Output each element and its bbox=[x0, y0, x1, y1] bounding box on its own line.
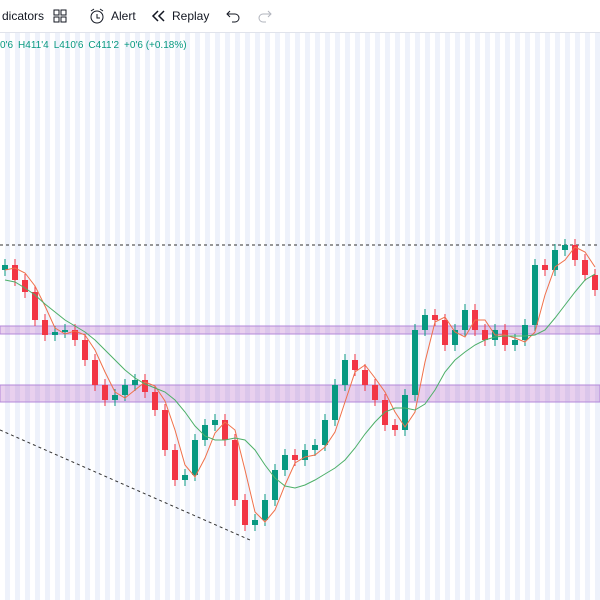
zone bbox=[0, 325, 600, 335]
candle-body bbox=[522, 325, 528, 340]
candle-body bbox=[32, 292, 38, 320]
candle-body bbox=[452, 330, 458, 345]
replay-button[interactable]: Replay bbox=[172, 9, 210, 23]
candle-body bbox=[312, 445, 318, 450]
alert-icon[interactable] bbox=[88, 7, 106, 25]
candle-body bbox=[122, 385, 128, 395]
candle-body bbox=[132, 380, 138, 385]
candle-body bbox=[232, 440, 238, 500]
candle-body bbox=[202, 425, 208, 440]
candle-body bbox=[542, 265, 548, 270]
candle-body bbox=[172, 450, 178, 480]
candle-body bbox=[322, 420, 328, 445]
moving-average bbox=[4, 246, 596, 523]
candle-body bbox=[512, 340, 518, 345]
candle-body bbox=[392, 425, 398, 430]
ohlc-legend: 0'6 H411'4 L410'6 C411'2 +0'6 (+0.18%) bbox=[0, 40, 192, 51]
candle-body bbox=[272, 470, 278, 500]
indicators-button[interactable]: dicators bbox=[2, 9, 45, 23]
redo-icon[interactable] bbox=[256, 9, 272, 23]
candle-body bbox=[532, 265, 538, 325]
toolbar: dicators Alert Replay bbox=[0, 0, 600, 33]
candle-body bbox=[302, 450, 308, 460]
candle-body bbox=[562, 245, 568, 250]
ohlc-close: C411'2 bbox=[88, 40, 120, 51]
zone bbox=[0, 384, 600, 403]
candle-body bbox=[112, 395, 118, 400]
candle-body bbox=[192, 440, 198, 475]
chart bbox=[0, 33, 600, 600]
candle-body bbox=[292, 455, 298, 460]
ohlc-change: +0'6 (+0.18%) bbox=[124, 40, 187, 51]
candle-body bbox=[42, 320, 48, 335]
candle-body bbox=[442, 320, 448, 345]
ohlc-high: H411'4 bbox=[18, 40, 49, 51]
candle-body bbox=[502, 330, 508, 345]
candle-body bbox=[582, 260, 588, 275]
candle-body bbox=[552, 250, 558, 270]
candle-body bbox=[62, 330, 68, 332]
ohlc-open: 0'6 bbox=[0, 40, 14, 51]
candle-body bbox=[212, 420, 218, 425]
candle-body bbox=[162, 410, 168, 450]
candle-body bbox=[282, 455, 288, 470]
candle-body bbox=[182, 475, 188, 480]
candle-body bbox=[482, 330, 488, 340]
ohlc-low: L410'6 bbox=[53, 40, 84, 51]
layout-icon[interactable] bbox=[53, 9, 67, 23]
candle-body bbox=[12, 265, 18, 280]
candle-body bbox=[22, 280, 28, 292]
candle-body bbox=[242, 500, 248, 525]
candle-body bbox=[402, 395, 408, 430]
candle-body bbox=[152, 392, 158, 410]
alert-button[interactable]: Alert bbox=[111, 9, 136, 23]
candle-body bbox=[142, 380, 148, 392]
candle-body bbox=[222, 420, 228, 440]
undo-icon[interactable] bbox=[226, 9, 242, 23]
moving-average bbox=[4, 273, 596, 489]
candle-body bbox=[412, 330, 418, 395]
candle-body bbox=[342, 360, 348, 385]
candle-body bbox=[72, 330, 78, 340]
candle-body bbox=[252, 520, 258, 525]
candle-body bbox=[2, 265, 8, 270]
candle-body bbox=[572, 245, 578, 260]
candle-body bbox=[102, 385, 108, 400]
candle-body bbox=[462, 310, 468, 330]
candle-body bbox=[422, 315, 428, 330]
candle-body bbox=[52, 332, 58, 335]
candle-body bbox=[372, 385, 378, 400]
candle-body bbox=[432, 315, 438, 320]
replay-icon[interactable] bbox=[151, 9, 167, 23]
candle-body bbox=[82, 340, 88, 360]
candle-body bbox=[332, 385, 338, 420]
trend-line bbox=[0, 429, 251, 541]
candle-body bbox=[362, 370, 368, 385]
candle-body bbox=[352, 360, 358, 370]
candle-body bbox=[592, 275, 598, 290]
candle-body bbox=[92, 360, 98, 385]
candle-body bbox=[262, 500, 268, 520]
